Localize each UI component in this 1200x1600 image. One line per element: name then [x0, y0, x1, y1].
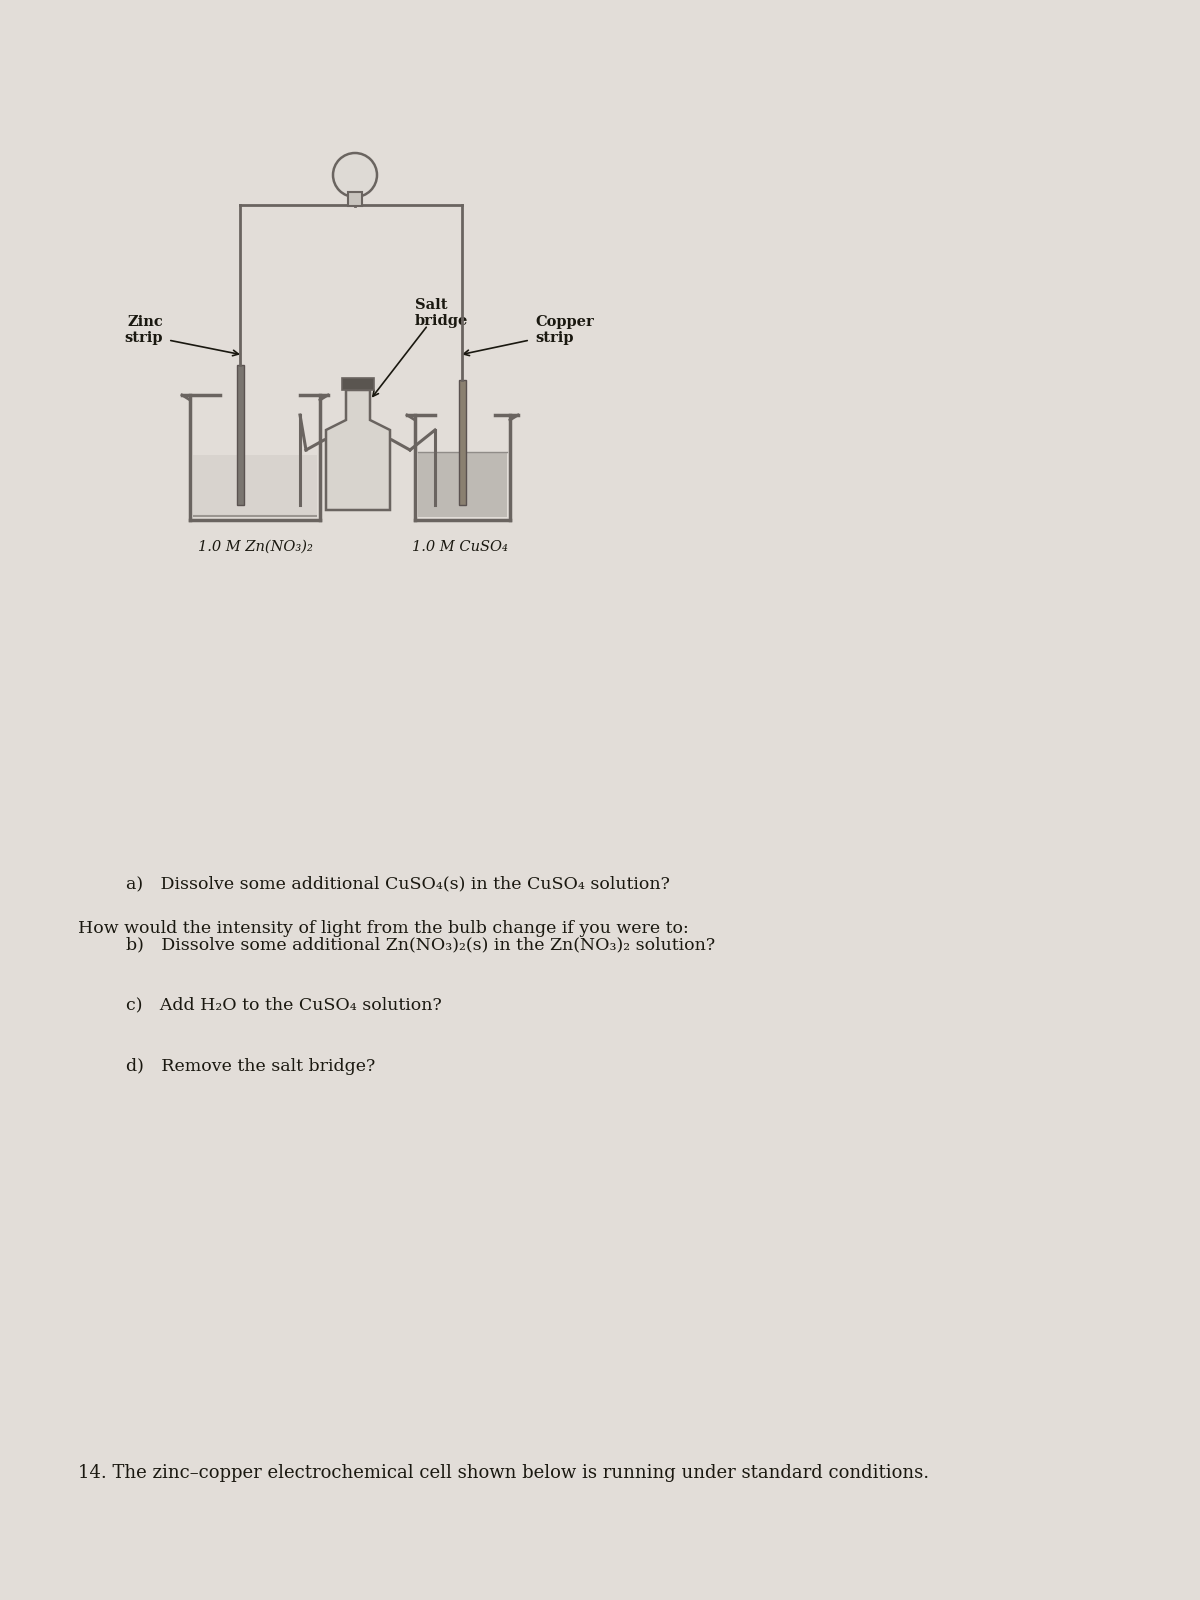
Text: b) Dissolve some additional Zn(NO₃)₂(s) in the Zn(NO₃)₂ solution?: b) Dissolve some additional Zn(NO₃)₂(s) … — [126, 936, 715, 954]
Polygon shape — [326, 390, 390, 510]
Circle shape — [334, 154, 377, 197]
Text: Copper
strip: Copper strip — [535, 315, 594, 346]
Bar — [348, 192, 362, 206]
Text: d) Remove the salt bridge?: d) Remove the salt bridge? — [126, 1058, 376, 1075]
Text: c) Add H₂O to the CuSO₄ solution?: c) Add H₂O to the CuSO₄ solution? — [126, 997, 442, 1014]
Text: How would the intensity of light from the bulb change if you were to:: How would the intensity of light from th… — [78, 920, 689, 938]
Polygon shape — [418, 451, 508, 517]
Text: Zinc
strip: Zinc strip — [125, 315, 163, 346]
Text: a) Dissolve some additional CuSO₄(s) in the CuSO₄ solution?: a) Dissolve some additional CuSO₄(s) in … — [126, 875, 670, 893]
Bar — [238, 365, 244, 506]
Text: 1.0 M Zn(NO₃)₂: 1.0 M Zn(NO₃)₂ — [198, 541, 312, 554]
Bar — [458, 379, 466, 506]
Text: 14. The zinc–copper electrochemical cell shown below is running under standard c: 14. The zinc–copper electrochemical cell… — [78, 1464, 929, 1482]
Bar — [342, 378, 374, 390]
Polygon shape — [193, 454, 317, 517]
Text: Salt
bridge: Salt bridge — [415, 298, 468, 328]
Text: 1.0 M CuSO₄: 1.0 M CuSO₄ — [412, 541, 508, 554]
